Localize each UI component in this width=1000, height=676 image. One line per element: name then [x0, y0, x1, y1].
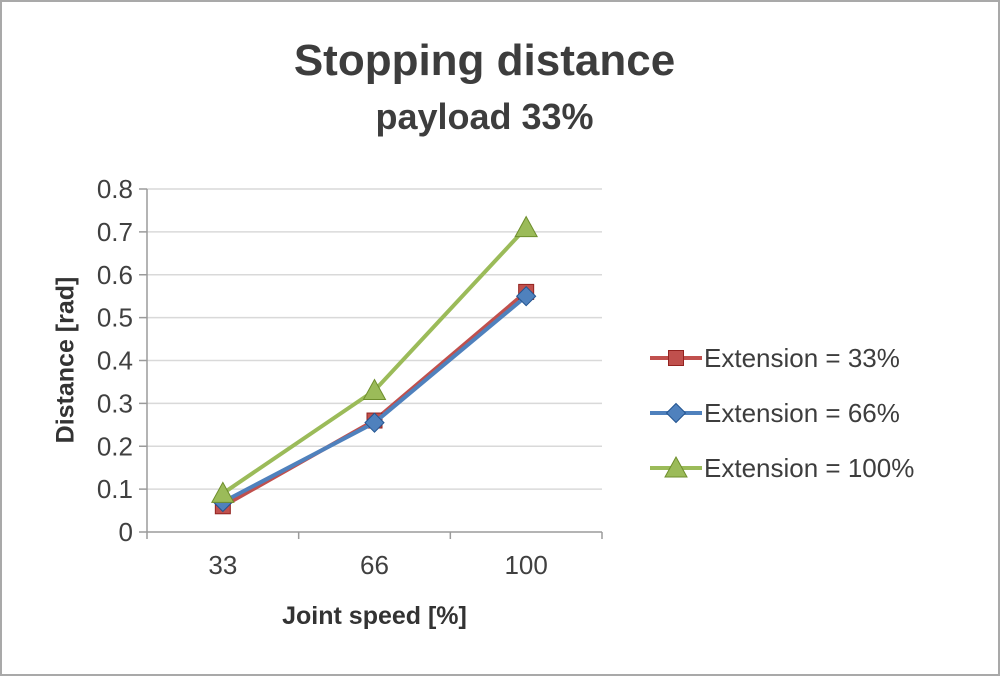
- legend-label: Extension = 66%: [704, 397, 900, 428]
- y-tick-label: 0.8: [97, 174, 133, 204]
- x-axis-title: Joint speed [%]: [282, 602, 467, 630]
- y-tick-label: 0.4: [97, 346, 133, 376]
- y-tick-label: 0.7: [97, 217, 133, 247]
- y-tick-label: 0: [119, 517, 133, 547]
- y-axis-title: Distance [rad]: [51, 276, 80, 444]
- legend-item: Extension = 33%: [650, 342, 914, 373]
- legend-item: Extension = 66%: [650, 397, 914, 428]
- chart-title: Stopping distance: [293, 36, 676, 85]
- legend-label: Extension = 33%: [704, 342, 900, 373]
- x-tick-label: 100: [504, 550, 547, 580]
- legend-marker-icon: [650, 350, 702, 366]
- x-tick-label: 33: [208, 550, 237, 580]
- y-tick-label: 0.6: [97, 260, 133, 290]
- legend: Extension = 33% Extension = 66% Extension …: [650, 342, 915, 509]
- data-point-marker: [664, 455, 688, 478]
- data-point-marker: [210, 481, 235, 503]
- legend-marker-icon: [650, 402, 702, 424]
- chart-subtitle: payload 33%: [375, 96, 594, 137]
- data-point-marker: [665, 402, 687, 424]
- data-point-marker: [362, 378, 387, 401]
- y-tick-label: 0.1: [97, 474, 133, 504]
- x-tick-label: 66: [360, 550, 389, 580]
- legend-item: Extension = 100%: [650, 452, 915, 483]
- data-point-marker: [668, 350, 684, 366]
- legend-label: Extension = 100%: [704, 452, 915, 483]
- y-tick-label: 0.5: [97, 303, 133, 333]
- y-tick-label: 0.3: [97, 388, 133, 418]
- legend-marker-icon: [650, 455, 702, 478]
- data-point-marker: [515, 285, 537, 307]
- data-point-marker: [364, 412, 385, 433]
- data-point-marker: [514, 215, 539, 238]
- y-tick-label: 0.2: [97, 431, 133, 461]
